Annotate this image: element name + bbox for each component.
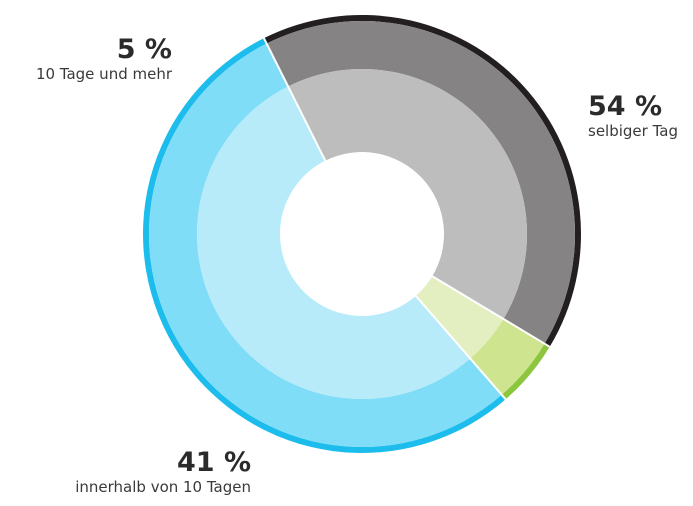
label-10-tage-und-mehr: 5 % 10 Tage und mehr xyxy=(35,34,172,84)
category-label-innerhalb-von-10-tagen: innerhalb von 10 Tagen xyxy=(75,478,251,496)
value-label-10-tage-und-mehr: 5 % xyxy=(116,34,172,65)
slice-separator-1 xyxy=(262,36,327,162)
category-label-selbiger-tag: selbiger Tag xyxy=(588,122,678,140)
slice-separator-0 xyxy=(415,295,508,401)
slice-inner-10-tage-und-mehr xyxy=(415,276,504,359)
label-selbiger-tag: 54 % selbiger Tag xyxy=(588,91,678,141)
slice-inner-selbiger-tag xyxy=(196,86,471,400)
slice-inner-innerhalb-von-10-tagen xyxy=(288,69,527,319)
label-innerhalb-von-10-tagen: 41 % innerhalb von 10 Tagen xyxy=(75,447,251,497)
slice-outer-10-tage-und-mehr xyxy=(470,318,545,395)
slice-outer-innerhalb-von-10-tagen xyxy=(266,20,575,344)
category-label-10-tage-und-mehr: 10 Tage und mehr xyxy=(35,65,172,83)
slice-rim-10-tage-und-mehr xyxy=(501,343,550,400)
slice-separator-2 xyxy=(431,275,552,349)
slice-outer-selbiger-tag xyxy=(149,43,502,447)
value-label-innerhalb-von-10-tagen: 41 % xyxy=(176,447,251,478)
value-label-selbiger-tag: 54 % xyxy=(588,91,663,122)
